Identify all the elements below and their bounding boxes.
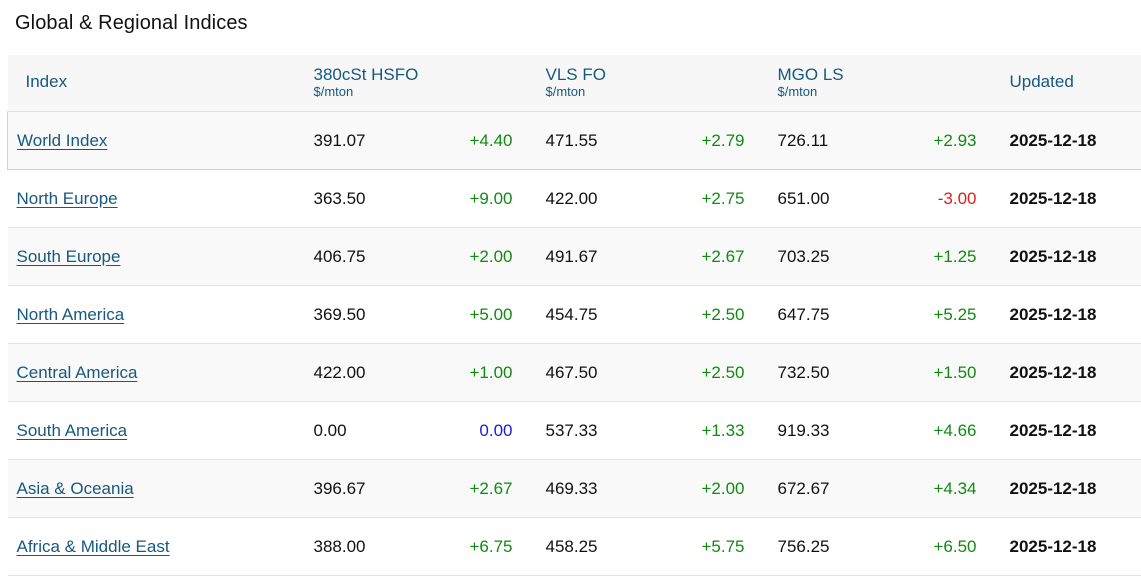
table-row: Central America 422.00 +1.00 467.50 +2.5… (7, 343, 1141, 402)
header-updated[interactable]: Updated (1009, 55, 1141, 112)
cell-mgo: 703.25 (777, 227, 894, 286)
cell-hsfo-change: +9.00 (429, 169, 546, 228)
cell-updated: 2025-12-18 (1009, 285, 1141, 344)
cell-hsfo: 369.50 (313, 285, 430, 344)
header-hsfo-label: 380cSt HSFO (313, 65, 419, 84)
cell-mgo: 919.33 (777, 401, 894, 460)
cell-hsfo-change: +1.00 (429, 343, 546, 402)
cell-mgo-change: +5.25 (893, 285, 1010, 344)
cell-vlsfo-change: +2.00 (661, 459, 778, 518)
cell-mgo-change: +1.50 (893, 343, 1010, 402)
table-row: North Europe 363.50 +9.00 422.00 +2.75 6… (7, 169, 1141, 228)
region-link[interactable]: World Index (17, 130, 108, 150)
cell-mgo-change: +6.50 (893, 517, 1010, 576)
cell-updated: 2025-12-18 (1009, 401, 1141, 460)
cell-hsfo: 396.67 (313, 459, 430, 518)
header-updated-label: Updated (1009, 72, 1074, 91)
cell-mgo: 651.00 (777, 169, 894, 228)
cell-vlsfo: 458.25 (545, 517, 662, 576)
cell-updated: 2025-12-18 (1009, 343, 1141, 402)
table-header-row: Index 380cSt HSFO $/mton VLS FO $/mton M… (7, 55, 1141, 112)
cell-region: Africa & Middle East (7, 517, 314, 576)
cell-updated: 2025-12-18 (1009, 169, 1141, 228)
table-body: World Index 391.07 +4.40 471.55 +2.79 72… (7, 111, 1141, 576)
region-link[interactable]: Asia & Oceania (16, 478, 134, 498)
cell-region: Central America (7, 343, 314, 402)
cell-region: North America (7, 285, 314, 344)
header-index-label: Index (25, 72, 68, 91)
cell-updated: 2025-12-18 (1009, 459, 1141, 518)
header-hsfo[interactable]: 380cSt HSFO $/mton (313, 55, 546, 112)
region-link[interactable]: North Europe (16, 188, 118, 208)
cell-vlsfo: 469.33 (545, 459, 662, 518)
header-vlsfo-unit: $/mton (545, 84, 586, 99)
table-row: North America 369.50 +5.00 454.75 +2.50 … (7, 285, 1141, 344)
cell-hsfo: 363.50 (313, 169, 430, 228)
cell-vlsfo-change: +5.75 (661, 517, 778, 576)
header-vlsfo[interactable]: VLS FO $/mton (545, 55, 778, 112)
cell-vlsfo-change: +2.50 (661, 343, 778, 402)
header-vlsfo-label: VLS FO (545, 65, 606, 84)
header-mgo-label: MGO LS (777, 65, 844, 84)
region-link[interactable]: North America (16, 304, 125, 324)
cell-region: South America (7, 401, 314, 460)
header-mgo-unit: $/mton (777, 84, 818, 99)
cell-mgo: 672.67 (777, 459, 894, 518)
cell-mgo: 756.25 (777, 517, 894, 576)
table-row: South Europe 406.75 +2.00 491.67 +2.67 7… (7, 227, 1141, 286)
cell-vlsfo: 471.55 (545, 111, 662, 170)
cell-mgo-change: +2.93 (893, 111, 1010, 170)
cell-hsfo: 391.07 (313, 111, 430, 170)
cell-vlsfo: 422.00 (545, 169, 662, 228)
cell-vlsfo: 491.67 (545, 227, 662, 286)
table-row: South America 0.00 0.00 537.33 +1.33 919… (7, 401, 1141, 460)
cell-mgo: 732.50 (777, 343, 894, 402)
table-row: Africa & Middle East 388.00 +6.75 458.25… (7, 517, 1141, 576)
cell-vlsfo: 537.33 (545, 401, 662, 460)
region-link[interactable]: South America (16, 420, 128, 440)
cell-hsfo-change: +5.00 (429, 285, 546, 344)
header-hsfo-unit: $/mton (313, 84, 354, 99)
cell-hsfo: 406.75 (313, 227, 430, 286)
cell-mgo-change: +4.34 (893, 459, 1010, 518)
cell-hsfo: 0.00 (313, 401, 430, 460)
page-title: Global & Regional Indices (15, 12, 248, 34)
cell-hsfo-change: +2.67 (429, 459, 546, 518)
cell-hsfo-change: +2.00 (429, 227, 546, 286)
cell-hsfo: 388.00 (313, 517, 430, 576)
indices-table: Index 380cSt HSFO $/mton VLS FO $/mton M… (7, 55, 1141, 576)
cell-vlsfo-change: +1.33 (661, 401, 778, 460)
cell-mgo-change: -3.00 (893, 169, 1010, 228)
region-link[interactable]: Africa & Middle East (16, 536, 170, 556)
cell-updated: 2025-12-18 (1009, 111, 1141, 170)
cell-updated: 2025-12-18 (1009, 227, 1141, 286)
cell-mgo: 726.11 (777, 111, 894, 170)
cell-vlsfo-change: +2.67 (661, 227, 778, 286)
header-mgo[interactable]: MGO LS $/mton (777, 55, 1010, 112)
table-row: World Index 391.07 +4.40 471.55 +2.79 72… (7, 111, 1141, 170)
cell-hsfo: 422.00 (313, 343, 430, 402)
cell-vlsfo: 454.75 (545, 285, 662, 344)
cell-hsfo-change: +6.75 (429, 517, 546, 576)
cell-region: World Index (7, 111, 314, 170)
table-row: Asia & Oceania 396.67 +2.67 469.33 +2.00… (7, 459, 1141, 518)
cell-vlsfo-change: +2.50 (661, 285, 778, 344)
cell-mgo-change: +4.66 (893, 401, 1010, 460)
cell-mgo: 647.75 (777, 285, 894, 344)
cell-updated: 2025-12-18 (1009, 517, 1141, 576)
region-link[interactable]: South Europe (16, 246, 121, 266)
cell-hsfo-change: +4.40 (429, 111, 546, 170)
cell-vlsfo-change: +2.75 (661, 169, 778, 228)
header-index[interactable]: Index (7, 55, 314, 112)
region-link[interactable]: Central America (16, 362, 138, 382)
cell-hsfo-change: 0.00 (429, 401, 546, 460)
cell-region: North Europe (7, 169, 314, 228)
cell-vlsfo: 467.50 (545, 343, 662, 402)
cell-region: South Europe (7, 227, 314, 286)
cell-region: Asia & Oceania (7, 459, 314, 518)
cell-vlsfo-change: +2.79 (661, 111, 778, 170)
cell-mgo-change: +1.25 (893, 227, 1010, 286)
